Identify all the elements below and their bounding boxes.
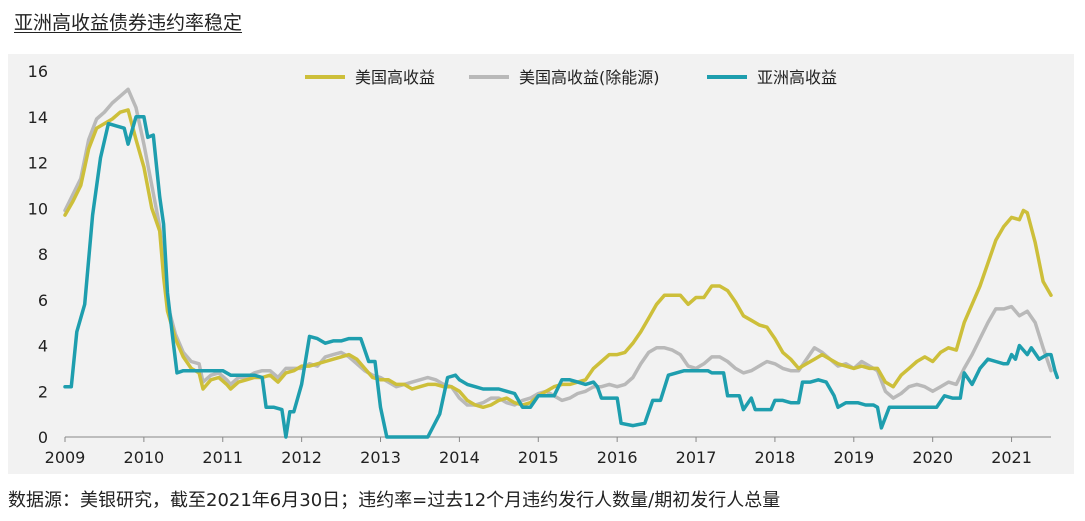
x-axis-ticks: 2009 2010 2011 2012 2013 2014 2015 2016 2017 2018… bbox=[45, 437, 1032, 467]
legend-label-2: 亚洲高收益 bbox=[757, 68, 837, 87]
legend: 美国高收益 美国高收益(除能源) 亚洲高收益 bbox=[305, 68, 837, 87]
source-note: 数据源：美银研究，截至2021年6月30日；违约率=过去12个月违约发行人数量/… bbox=[8, 490, 781, 511]
y-tick-label: 4 bbox=[38, 337, 48, 356]
x-tick-label: 2017 bbox=[676, 448, 717, 467]
y-tick-label: 14 bbox=[28, 108, 48, 127]
y-tick-label: 8 bbox=[38, 245, 48, 264]
series-line-0 bbox=[63, 108, 1053, 410]
series-line-2 bbox=[63, 115, 1060, 439]
x-tick-label: 2016 bbox=[597, 448, 638, 467]
y-tick-label: 10 bbox=[28, 199, 48, 218]
x-tick-label: 2013 bbox=[360, 448, 401, 467]
chart-panel: 0 2 4 6 8 10 12 14 16 2009 2010 2011 2012 2013 2014 20… bbox=[8, 54, 1074, 474]
y-tick-label: 16 bbox=[28, 62, 48, 81]
page-title: 亚洲高收益债券违约率稳定 bbox=[14, 12, 243, 34]
x-tick-label: 2009 bbox=[45, 448, 86, 467]
x-tick-label: 2011 bbox=[202, 448, 243, 467]
y-tick-label: 2 bbox=[38, 382, 48, 401]
x-tick-label: 2018 bbox=[755, 448, 796, 467]
x-tick-label: 2015 bbox=[518, 448, 559, 467]
x-tick-label: 2021 bbox=[991, 448, 1032, 467]
legend-label-1: 美国高收益(除能源) bbox=[519, 68, 660, 87]
y-tick-label: 0 bbox=[38, 428, 48, 447]
legend-label-0: 美国高收益 bbox=[355, 68, 435, 87]
x-tick-label: 2019 bbox=[833, 448, 874, 467]
series-line-1 bbox=[63, 87, 1053, 407]
series-lines bbox=[63, 87, 1060, 439]
y-tick-label: 6 bbox=[38, 291, 48, 310]
x-tick-label: 2010 bbox=[124, 448, 165, 467]
x-tick-label: 2012 bbox=[281, 448, 322, 467]
x-tick-label: 2014 bbox=[439, 448, 480, 467]
y-tick-label: 12 bbox=[28, 154, 48, 173]
y-axis-ticks: 0 2 4 6 8 10 12 14 16 bbox=[28, 62, 48, 447]
x-tick-label: 2020 bbox=[912, 448, 953, 467]
